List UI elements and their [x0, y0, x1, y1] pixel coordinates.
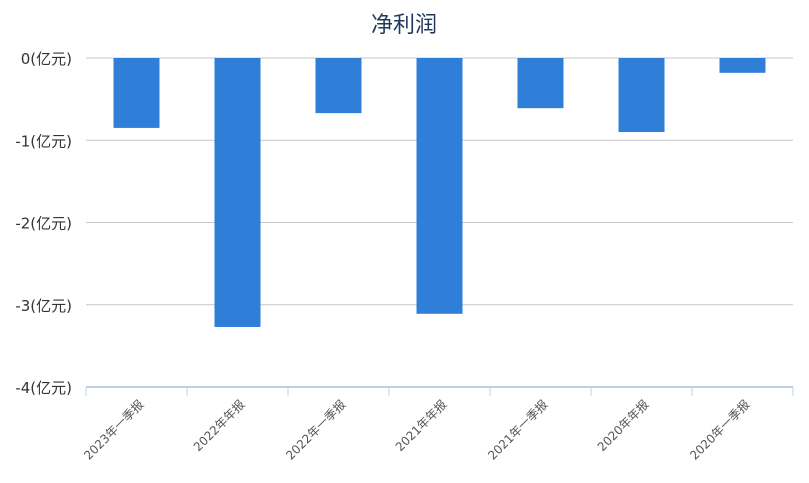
- bar: [113, 58, 160, 128]
- x-tick-label: 2022年一季报: [282, 397, 348, 463]
- bar: [719, 58, 766, 73]
- bar: [416, 58, 463, 314]
- bar: [315, 58, 362, 114]
- x-tick-label: 2020年年报: [594, 397, 652, 455]
- x-tick-label: 2021年年报: [392, 397, 450, 455]
- y-tick-label: 0(亿元): [21, 50, 72, 68]
- y-tick-label: -2(亿元): [15, 215, 72, 233]
- y-tick-label: -3(亿元): [15, 297, 72, 315]
- x-tick-label: 2023年一季报: [80, 397, 146, 463]
- x-tick-label: 2022年年报: [190, 397, 248, 455]
- bar: [618, 58, 665, 133]
- y-tick-label: -1(亿元): [15, 132, 72, 150]
- x-tick-label: 2021年一季报: [484, 397, 550, 463]
- bar: [214, 58, 261, 327]
- bar: [517, 58, 564, 109]
- y-tick-label: -4(亿元): [15, 379, 72, 397]
- x-tick-label: 2020年一季报: [686, 397, 752, 463]
- chart-title: 净利润: [371, 13, 437, 38]
